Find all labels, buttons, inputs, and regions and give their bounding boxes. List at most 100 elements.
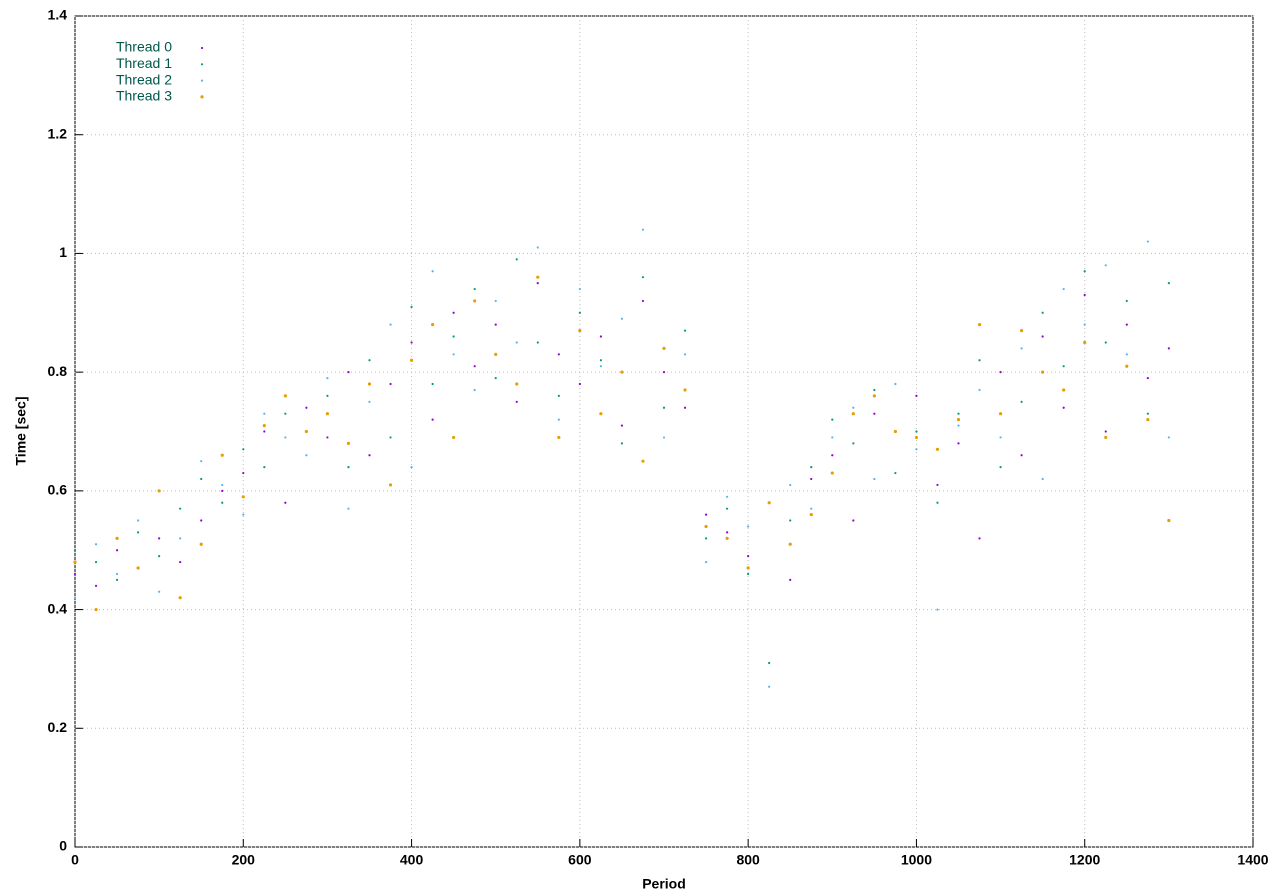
point <box>221 501 224 504</box>
point <box>599 365 602 368</box>
point <box>747 555 750 558</box>
point <box>641 299 645 303</box>
point <box>263 466 266 469</box>
point <box>1020 454 1023 457</box>
y-axis-label: Time [sec] <box>13 397 29 466</box>
point <box>1020 400 1023 403</box>
point <box>641 459 645 463</box>
legend-marker <box>200 79 204 82</box>
x-tick-label: 600 <box>568 852 592 868</box>
point <box>873 412 876 415</box>
point <box>810 466 813 469</box>
point <box>999 466 1002 469</box>
point <box>473 388 476 392</box>
point <box>368 400 371 403</box>
point <box>1020 347 1023 350</box>
point <box>936 483 939 487</box>
point <box>557 394 560 397</box>
point <box>725 536 729 540</box>
point <box>915 394 918 397</box>
point <box>998 412 1003 416</box>
point <box>704 524 708 529</box>
point <box>788 542 792 546</box>
point <box>179 560 182 564</box>
point <box>852 442 855 445</box>
point <box>536 282 539 285</box>
point <box>410 305 413 308</box>
point <box>241 495 245 499</box>
point <box>347 371 350 374</box>
point <box>767 501 771 505</box>
point <box>789 578 792 581</box>
point <box>1083 270 1086 273</box>
legend-text: Thread 2 <box>116 71 172 87</box>
point <box>978 388 981 392</box>
point <box>536 341 539 344</box>
point <box>368 454 371 457</box>
point <box>325 412 330 416</box>
legend-marker <box>200 46 204 50</box>
point <box>1125 353 1128 356</box>
legend-marker <box>200 63 204 66</box>
point <box>578 287 581 291</box>
point <box>409 358 414 362</box>
point <box>284 412 287 415</box>
point <box>431 418 434 421</box>
point <box>136 566 140 570</box>
point <box>305 454 308 457</box>
x-tick-label: 1200 <box>1069 852 1100 868</box>
point <box>94 584 98 587</box>
point <box>914 435 919 440</box>
point <box>746 566 750 570</box>
point <box>115 549 119 552</box>
legend-text: Thread 0 <box>116 39 172 55</box>
point <box>389 382 392 386</box>
point <box>831 454 834 457</box>
point <box>1104 430 1107 433</box>
point <box>1146 240 1149 243</box>
y-tick-label: 0 <box>59 838 67 854</box>
point <box>978 537 981 540</box>
y-tick-label: 0.8 <box>48 363 68 379</box>
point <box>662 406 666 409</box>
point <box>221 483 224 487</box>
point <box>999 436 1002 439</box>
point <box>410 341 413 344</box>
point <box>304 429 308 434</box>
point <box>1062 365 1065 368</box>
point <box>557 353 560 356</box>
point <box>641 276 645 279</box>
point <box>789 483 792 487</box>
point <box>873 388 876 392</box>
point <box>1041 477 1044 481</box>
point <box>957 442 960 445</box>
y-tick-label: 1.2 <box>48 125 68 141</box>
point <box>1146 376 1149 380</box>
point <box>683 388 687 392</box>
point <box>389 323 392 326</box>
point <box>704 560 708 564</box>
point <box>1083 340 1087 345</box>
point <box>326 394 329 397</box>
point <box>747 525 750 528</box>
point <box>94 543 98 546</box>
point <box>200 460 203 463</box>
point <box>515 258 518 261</box>
point <box>347 507 350 510</box>
point <box>1104 264 1107 267</box>
point <box>620 370 624 374</box>
point <box>115 572 119 576</box>
point <box>178 596 182 600</box>
point <box>810 507 813 510</box>
y-tick-label: 1 <box>59 244 67 260</box>
point <box>220 453 224 457</box>
point <box>620 424 624 427</box>
point <box>683 329 687 332</box>
point <box>768 661 771 665</box>
y-tick-label: 0.6 <box>48 482 68 498</box>
point <box>305 406 308 409</box>
legend-text: Thread 1 <box>116 55 172 71</box>
point <box>1125 299 1128 303</box>
point <box>1167 518 1171 523</box>
